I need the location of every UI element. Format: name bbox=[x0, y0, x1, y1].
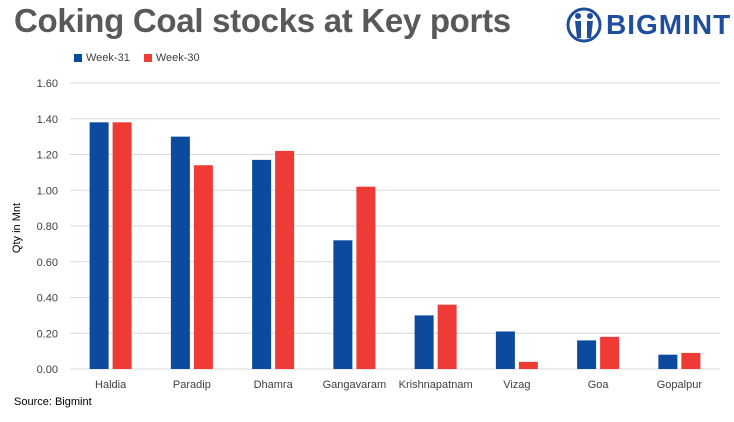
y-tick-label: 0.60 bbox=[37, 257, 58, 269]
y-tick-label: 1.60 bbox=[37, 78, 58, 90]
bar-week31-haldia bbox=[89, 122, 109, 369]
chart-title: Coking Coal stocks at Key ports bbox=[14, 2, 511, 39]
y-tick-label: 0.40 bbox=[37, 293, 58, 305]
x-tick-label: Dhamra bbox=[254, 379, 294, 391]
bigmint-logo-text: BIGMINT bbox=[606, 9, 732, 40]
y-tick-label: 0.20 bbox=[37, 328, 58, 340]
legend-item-week30: Week-30 bbox=[143, 52, 200, 64]
y-tick-label: 0.00 bbox=[37, 364, 58, 376]
bar-week31-gopalpur bbox=[658, 354, 678, 369]
x-tick-label: Haldia bbox=[95, 379, 127, 391]
x-tick-label: Gangavaram bbox=[323, 379, 387, 391]
y-tick-label: 0.80 bbox=[37, 221, 58, 233]
y-tick-label: 1.40 bbox=[37, 114, 58, 126]
source-note: Source: Bigmint bbox=[14, 396, 92, 408]
bar-week30-goa bbox=[600, 336, 620, 369]
legend-swatch-week30 bbox=[143, 54, 152, 62]
bar-week31-goa bbox=[577, 340, 597, 369]
bigmint-logo-icon bbox=[566, 7, 602, 43]
chart-legend: Week-31 Week-30 bbox=[74, 52, 200, 64]
bar-week31-gangavaram bbox=[333, 240, 353, 369]
bar-week30-haldia bbox=[112, 122, 132, 369]
legend-swatch-week31 bbox=[74, 54, 82, 62]
legend-label-week31: Week-31 bbox=[86, 52, 130, 64]
bar-week30-krishnapatnam bbox=[437, 304, 457, 369]
legend-label-week30: Week-30 bbox=[155, 52, 200, 64]
x-tick-label: Paradip bbox=[173, 379, 211, 391]
bar-week31-krishnapatnam bbox=[414, 315, 434, 369]
bar-week31-dhamra bbox=[252, 159, 272, 369]
bar-week30-vizag bbox=[518, 361, 538, 369]
bar-week30-gangavaram bbox=[356, 186, 376, 369]
bigmint-logo: BIGMINT bbox=[566, 6, 730, 46]
y-axis-label: Qty in Mnt bbox=[11, 203, 23, 253]
bar-week31-paradip bbox=[170, 136, 190, 369]
x-tick-label: Vizag bbox=[503, 379, 530, 391]
x-tick-label: Gopalpur bbox=[657, 379, 703, 391]
bar-week30-gopalpur bbox=[681, 352, 701, 369]
y-tick-label: 1.00 bbox=[37, 185, 58, 197]
x-tick-label: Krishnapatnam bbox=[399, 379, 473, 391]
y-tick-label: 1.20 bbox=[37, 150, 58, 162]
bar-week31-vizag bbox=[495, 331, 515, 369]
x-tick-label: Goa bbox=[588, 379, 610, 391]
legend-item-week31: Week-31 bbox=[74, 52, 130, 64]
bar-week30-dhamra bbox=[275, 150, 295, 369]
bar-week30-paradip bbox=[193, 165, 213, 369]
